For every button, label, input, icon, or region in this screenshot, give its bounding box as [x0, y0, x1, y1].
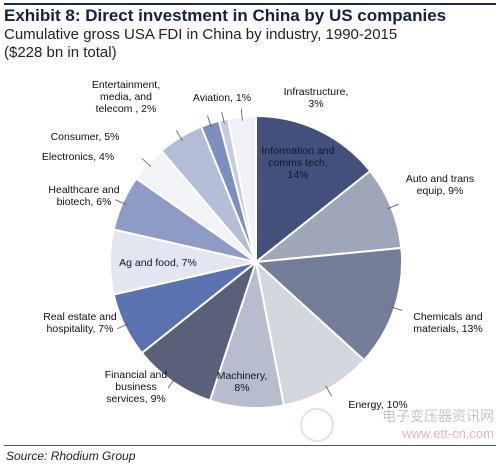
slice-label-line: media, and: [100, 91, 152, 103]
leader-line-14: [240, 108, 243, 121]
slice-label-line: Ag and food, 7%: [119, 257, 197, 269]
subtitle-line-1: Cumulative gross USA FDI in China by ind…: [4, 26, 398, 43]
slice-label-line: Auto and trans: [406, 173, 474, 185]
slice-label-line: materials, 13%: [413, 323, 482, 335]
slice-label-11: Consumer, 5%: [51, 131, 120, 143]
leader-line-4: [325, 385, 332, 397]
pie-slice-1: [255, 114, 372, 265]
leader-line-9: [115, 199, 127, 205]
slice-label-4: Energy, 10%: [348, 399, 407, 411]
slice-label-1: Information and comms tech, 14%: [262, 145, 335, 181]
subtitle-line-2: ($228 bn in total): [4, 44, 117, 61]
watermark-text: 电子变压器资讯网: [382, 408, 494, 424]
slice-label-line: services, 9%: [106, 393, 166, 405]
leader-line-12: [207, 115, 212, 128]
slice-label-line: Machinery,: [217, 370, 268, 382]
chart-subtitle: Cumulative gross USA FDI in China by ind…: [4, 26, 496, 62]
leader-line-2: [387, 203, 399, 210]
leader-line-6: [167, 378, 176, 389]
slice-label-line: business: [115, 381, 156, 393]
slice-label-5: Machinery, 8%: [217, 370, 268, 394]
leader-line-11: [175, 130, 183, 141]
watermark-logo: [300, 408, 334, 442]
slice-label-line: biotech, 6%: [57, 196, 112, 208]
chart-title: Exhibit 8: Direct investment in China by…: [4, 6, 447, 25]
slice-label-line: Financial and: [105, 369, 168, 381]
slice-label-line: Healthcare and: [48, 184, 119, 196]
slice-label-line: 14%: [287, 169, 308, 181]
slice-label-8: Ag and food, 7%: [119, 257, 197, 269]
slice-label-14: Infrastructure, 3%: [284, 86, 349, 110]
slice-label-10: Electronics, 4%: [42, 151, 114, 163]
watermark-url: www.ett-cn.com: [402, 426, 494, 441]
slice-label-line: Entertainment,: [92, 79, 160, 91]
slice-label-9: Healthcare and biotech, 6%: [48, 184, 119, 208]
slice-label-line: Information and: [262, 145, 335, 157]
slice-label-line: 3%: [308, 98, 323, 110]
slice-label-line: Chemicals and: [413, 311, 483, 323]
slice-label-line: telecom , 2%: [96, 103, 157, 115]
leader-line-10: [141, 158, 152, 167]
slice-label-line: 8%: [234, 382, 249, 394]
bottom-rule: [4, 445, 496, 446]
slice-label-7: Real estate and hospitality, 7%: [43, 311, 117, 335]
leader-line-13: [221, 111, 225, 124]
source-note: Source: Rhodium Group: [6, 449, 136, 463]
slice-label-line: hospitality, 7%: [47, 323, 114, 335]
leader-line-7: [117, 323, 129, 330]
slice-label-2: Auto and trans equip, 9%: [406, 173, 474, 197]
slice-label-13: Aviation, 1%: [193, 92, 251, 104]
slice-label-line: Electronics, 4%: [42, 151, 114, 163]
slice-label-line: Aviation, 1%: [193, 92, 251, 104]
watermark: 电子变压器资讯网 www.ett-cn.com: [382, 408, 494, 442]
slice-label-line: Real estate and: [43, 311, 117, 323]
slice-label-line: Consumer, 5%: [51, 131, 120, 143]
slice-label-3: Chemicals and materials, 13%: [413, 311, 483, 335]
slice-label-line: Infrastructure,: [284, 86, 349, 98]
slice-label-line: Energy, 10%: [348, 399, 407, 411]
top-rule: [4, 3, 496, 5]
leader-line-3: [390, 306, 403, 311]
slice-label-6: Financial and business services, 9%: [105, 369, 168, 405]
slice-label-12: Entertainment, media, and telecom , 2%: [92, 79, 160, 115]
slice-label-line: equip, 9%: [417, 185, 464, 197]
slice-label-line: comms tech,: [268, 157, 328, 169]
